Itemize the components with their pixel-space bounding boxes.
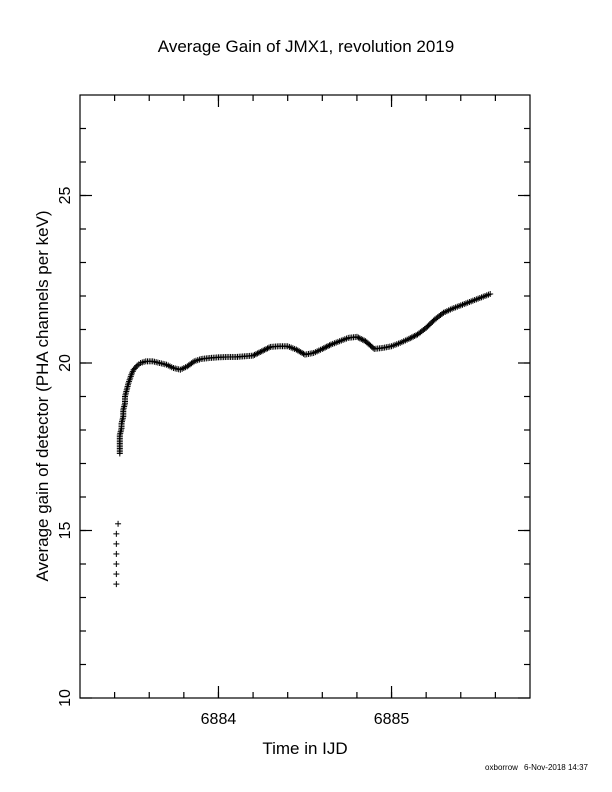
data-point — [132, 364, 139, 371]
y-tick-label: 10 — [57, 689, 74, 707]
data-point — [250, 352, 257, 359]
chart-title: Average Gain of JMX1, revolution 2019 — [158, 37, 454, 56]
data-point — [408, 334, 415, 341]
data-point — [257, 349, 264, 356]
data-point — [263, 346, 270, 353]
data-point — [260, 347, 267, 354]
data-point — [113, 550, 120, 557]
data-point — [255, 349, 262, 356]
data-point — [439, 310, 446, 317]
footer-timestamp: 6-Nov-2018 14:37 — [524, 763, 589, 772]
data-point — [113, 540, 120, 547]
data-point — [326, 342, 333, 349]
data-point — [320, 345, 327, 352]
data-point — [113, 530, 120, 537]
data-point — [356, 335, 363, 342]
y-tick-label: 25 — [57, 187, 74, 205]
data-point — [113, 561, 120, 567]
axis-tick-labels: 6884 6885 10 15 20 25 — [57, 187, 409, 729]
data-point — [258, 348, 265, 355]
y-tick-label: 15 — [57, 522, 74, 540]
data-point — [254, 350, 261, 357]
data-point — [323, 343, 330, 350]
data-point — [410, 333, 417, 340]
x-tick-label: 6884 — [201, 711, 237, 728]
data-point — [251, 351, 258, 358]
data-point — [319, 345, 326, 352]
data-point — [325, 343, 332, 350]
data-point — [264, 345, 271, 352]
x-tick-label: 6885 — [374, 711, 410, 728]
data-point — [322, 344, 329, 351]
data-point — [252, 351, 259, 358]
data-point — [359, 336, 366, 343]
data-point — [407, 335, 414, 342]
data-point — [358, 336, 365, 343]
data-point — [261, 346, 268, 353]
data-point — [265, 344, 272, 351]
axis-ticks — [80, 95, 530, 699]
data-point — [369, 344, 376, 351]
data-point — [411, 332, 418, 339]
data-point — [113, 571, 120, 578]
x-axis-label: Time in IJD — [262, 739, 347, 758]
plot-frame — [79, 94, 531, 699]
data-point — [353, 333, 360, 340]
data-point — [405, 335, 412, 342]
footer-user: oxborrow — [485, 763, 518, 772]
data-point — [115, 520, 122, 527]
data-point — [487, 290, 494, 297]
y-axis-label: Average gain of detector (PHA channels p… — [33, 210, 52, 581]
data-points — [113, 290, 494, 588]
data-point — [355, 334, 362, 341]
data-point — [113, 581, 120, 588]
y-tick-label: 20 — [57, 354, 74, 372]
data-point — [189, 359, 196, 366]
footer-credit: oxborrow 6-Nov-2018 14:37 — [485, 763, 589, 772]
